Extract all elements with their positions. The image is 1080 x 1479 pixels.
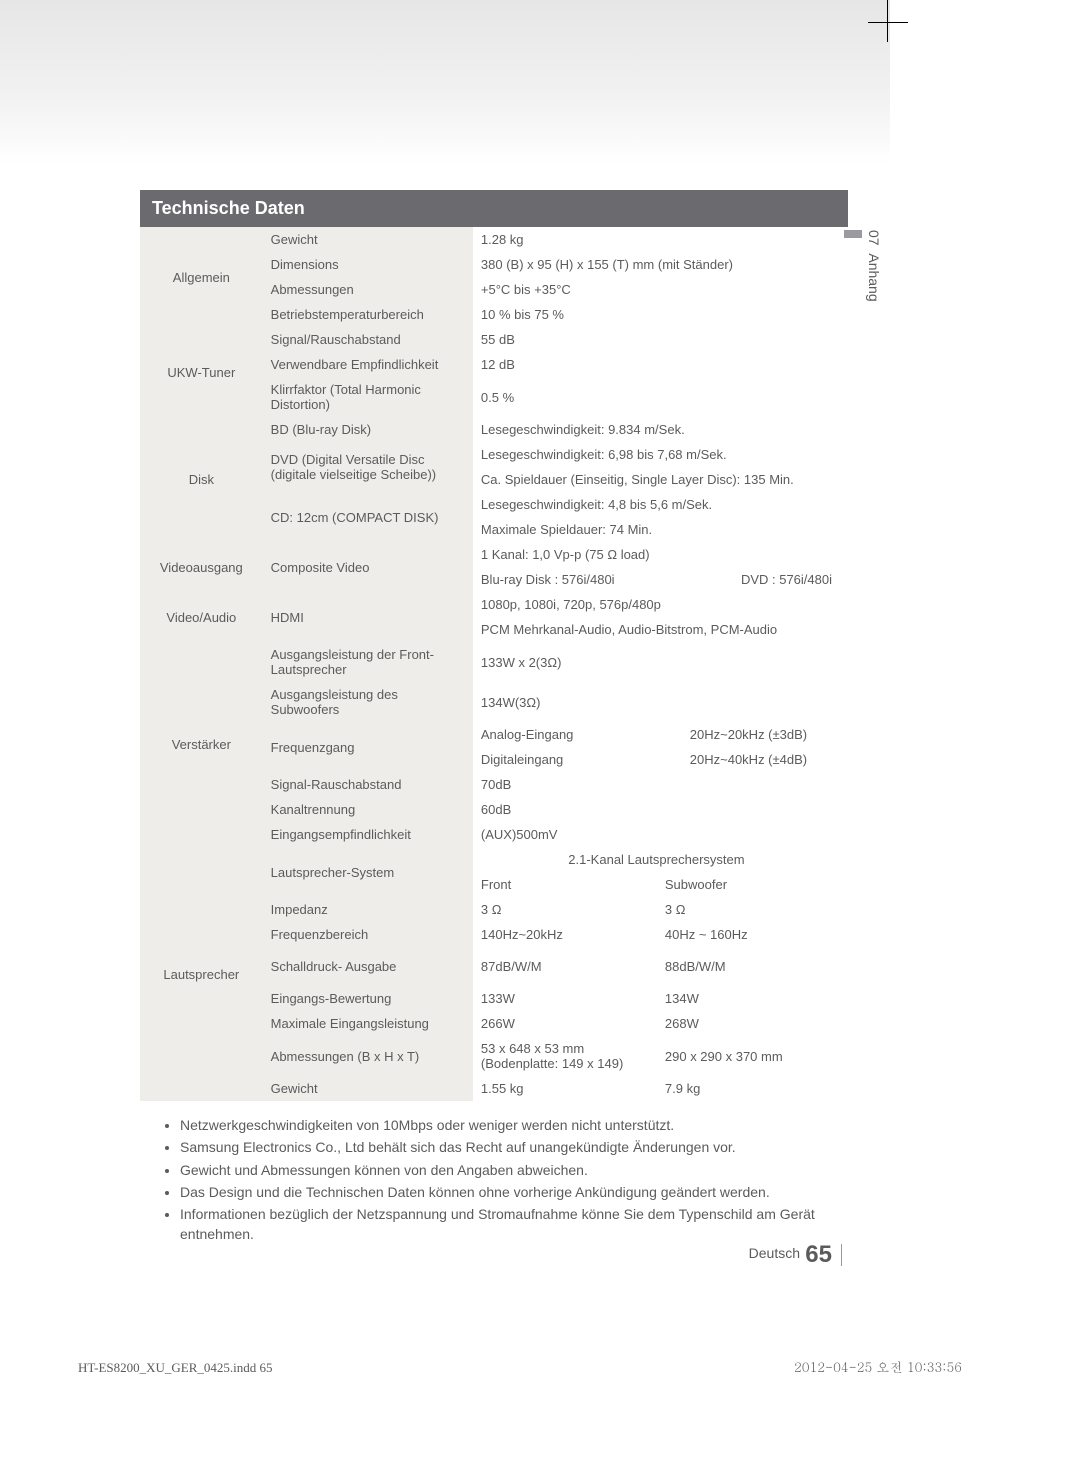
val: +5°C bis +35°C: [473, 277, 840, 302]
side-tab: 07 Anhang: [844, 230, 882, 350]
note-item: Samsung Electronics Co., Ltd behält sich…: [180, 1137, 880, 1157]
val: 1.28 kg: [473, 227, 840, 252]
lbl: Gewicht: [263, 1076, 473, 1101]
cat-videoausgang: Videoausgang: [140, 542, 263, 592]
cat-ukw: UKW-Tuner: [140, 327, 263, 417]
val: 1080p, 1080i, 720p, 576p/480p: [473, 592, 840, 617]
val: Front: [473, 872, 657, 897]
val: 134W(3Ω): [473, 682, 840, 722]
val: 3 Ω: [473, 897, 657, 922]
lbl: Signal-Rauschabstand: [263, 772, 473, 797]
val: Blu-ray Disk : 576i/480i: [473, 567, 657, 592]
lbl: Frequenzbereich: [263, 922, 473, 947]
val: 20Hz~40kHz (±4dB): [657, 747, 840, 772]
section-header: Technische Daten: [140, 190, 848, 227]
val: Analog-Eingang: [473, 722, 657, 747]
val: 12 dB: [473, 352, 840, 377]
crop-mark-vertical: [887, 0, 888, 42]
val: 40Hz ~ 160Hz: [657, 922, 840, 947]
footer-page-number: 65: [805, 1241, 832, 1269]
val: 1.55 kg: [473, 1076, 657, 1101]
val: Subwoofer: [657, 872, 840, 897]
val: Lesegeschwindigkeit: 4,8 bis 5,6 m/Sek.: [473, 492, 840, 517]
lbl: Betriebstemperaturbereich: [263, 302, 473, 327]
val: Digitaleingang: [473, 747, 657, 772]
lbl: Verwendbare Empfindlichkeit: [263, 352, 473, 377]
cat-allgemein: Allgemein: [140, 227, 263, 327]
val: 88dB/W/M: [657, 947, 840, 986]
cat-lautsprecher: Lautsprecher: [140, 847, 263, 1101]
lbl: Composite Video: [263, 542, 473, 592]
val: 0.5 %: [473, 377, 840, 417]
lbl: Maximale Eingangsleistung: [263, 1011, 473, 1036]
lbl: Impedanz: [263, 897, 473, 922]
footer-timestamp: 2012-04-25 오전 10:33:56: [794, 1357, 962, 1376]
val: 266W: [473, 1011, 657, 1036]
val: PCM Mehrkanal-Audio, Audio-Bitstrom, PCM…: [473, 617, 840, 642]
lbl: Eingangs-Bewertung: [263, 986, 473, 1011]
side-tab-number: 07: [866, 230, 882, 246]
val: 7.9 kg: [657, 1076, 840, 1101]
lbl: DVD (Digital Versatile Disc (digitale vi…: [263, 442, 473, 492]
side-tab-marker: [844, 230, 862, 238]
val: Ca. Spieldauer (Einseitig, Single Layer …: [473, 467, 840, 492]
val: 2.1-Kanal Lautsprechersystem: [473, 847, 840, 872]
val: 55 dB: [473, 327, 840, 352]
val: (AUX)500mV: [473, 822, 840, 847]
note-item: Gewicht und Abmessungen können von den A…: [180, 1160, 880, 1180]
val: 20Hz~20kHz (±3dB): [657, 722, 840, 747]
val: 290 x 290 x 370 mm: [657, 1036, 840, 1076]
lbl: BD (Blu-ray Disk): [263, 417, 473, 442]
lbl: Schalldruck- Ausgabe: [263, 947, 473, 986]
crop-mark-horizontal: [868, 22, 908, 23]
val: Lesegeschwindigkeit: 9.834 m/Sek.: [473, 417, 840, 442]
note-item: Informationen bezüglich der Netzspannung…: [180, 1204, 880, 1245]
footer-language: Deutsch: [749, 1245, 800, 1261]
val: Lesegeschwindigkeit: 6,98 bis 7,68 m/Sek…: [473, 442, 840, 467]
side-tab-label: Anhang: [866, 253, 882, 301]
side-tab-text: 07 Anhang: [866, 230, 882, 302]
lbl: Kanaltrennung: [263, 797, 473, 822]
cat-videoaudio: Video/Audio: [140, 592, 263, 642]
val: 10 % bis 75 %: [473, 302, 840, 327]
lbl: HDMI: [263, 592, 473, 642]
lbl: Gewicht: [263, 227, 473, 252]
lbl: Frequenzgang: [263, 722, 473, 772]
note-item: Das Design und die Technischen Daten kön…: [180, 1182, 880, 1202]
val: 268W: [657, 1011, 840, 1036]
val: 1 Kanal: 1,0 Vp-p (75 Ω load): [473, 542, 840, 567]
val: 3 Ω: [657, 897, 840, 922]
top-gradient: [0, 0, 890, 165]
val: Maximale Spieldauer: 74 Min.: [473, 517, 840, 542]
lbl: Eingangsempfindlichkeit: [263, 822, 473, 847]
val: 70dB: [473, 772, 840, 797]
val: 380 (B) x 95 (H) x 155 (T) mm (mit Ständ…: [473, 252, 840, 277]
cat-verstaerker: Verstärker: [140, 642, 263, 847]
footer-divider: [841, 1244, 842, 1266]
val: 134W: [657, 986, 840, 1011]
lbl: Abmessungen: [263, 277, 473, 302]
val: 53 x 648 x 53 mm (Bodenplatte: 149 x 149…: [473, 1036, 657, 1076]
note-item: Netzwerkgeschwindigkeiten von 10Mbps ode…: [180, 1115, 880, 1135]
lbl: Ausgangsleistung der Front-Lautsprecher: [263, 642, 473, 682]
val: 133W: [473, 986, 657, 1011]
cat-disk: Disk: [140, 417, 263, 542]
lbl: Signal/Rauschabstand: [263, 327, 473, 352]
footer-indd: HT-ES8200_XU_GER_0425.indd 65: [78, 1360, 273, 1376]
lbl: Klirrfaktor (Total Harmonic Distortion): [263, 377, 473, 417]
page-root: 07 Anhang Technische Daten Allgemein Gew…: [0, 0, 1080, 1479]
lbl: CD: 12cm (COMPACT DISK): [263, 492, 473, 542]
lbl: Lautsprecher-System: [263, 847, 473, 897]
lbl: Abmessungen (B x H x T): [263, 1036, 473, 1076]
val: 133W x 2(3Ω): [473, 642, 840, 682]
val: 60dB: [473, 797, 840, 822]
lbl: Dimensions: [263, 252, 473, 277]
val: 87dB/W/M: [473, 947, 657, 986]
val: 140Hz~20kHz: [473, 922, 657, 947]
notes-list: Netzwerkgeschwindigkeiten von 10Mbps ode…: [140, 1115, 880, 1245]
val: DVD : 576i/480i: [657, 567, 840, 592]
spec-table: Allgemein Gewicht 1.28 kg Dimensions 380…: [140, 227, 840, 1101]
lbl: Ausgangsleistung des Subwoofers: [263, 682, 473, 722]
